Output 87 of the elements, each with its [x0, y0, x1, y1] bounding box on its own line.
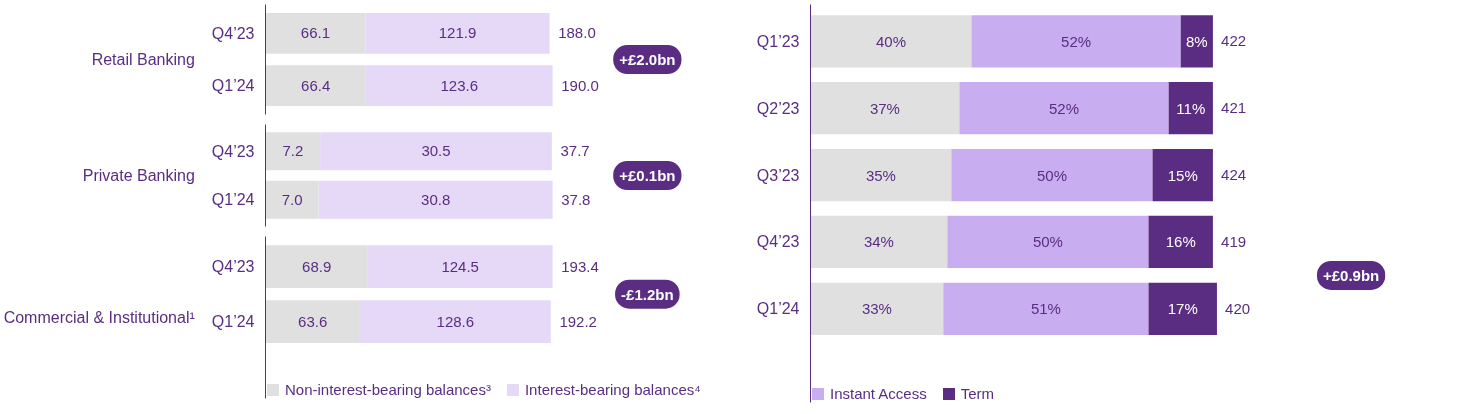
y-tick-label: Q4’23: [211, 24, 255, 42]
text: 420: [1225, 299, 1251, 317]
data-label: 52%: [1049, 99, 1080, 117]
bar: [320, 132, 552, 171]
bar: [810, 282, 944, 335]
bar: [810, 82, 960, 135]
legend-label: Instant Access: [830, 385, 927, 402]
total-label: 37.7: [560, 142, 590, 160]
y-axis-title: Retail Banking: [91, 51, 195, 68]
bar: [943, 282, 1149, 335]
data-label: 66.4: [301, 76, 331, 94]
total-label: 192.2: [559, 312, 597, 330]
data-label: 17%: [1167, 300, 1198, 318]
data-label: 66.1: [300, 24, 331, 42]
data-label: 34%: [863, 233, 894, 251]
bar: [265, 132, 321, 171]
bar: [265, 65, 366, 107]
data-label: 68.9: [302, 257, 332, 275]
y-tick-label: Q1’24: [211, 191, 255, 209]
data-label: 16%: [1165, 233, 1196, 251]
bar: [971, 15, 1181, 68]
data-label: 30.5: [421, 142, 451, 160]
y-tick-label: Q4’23: [211, 142, 255, 160]
legend-label: Non-interest-bearing balances³: [285, 381, 491, 398]
data-label: 30.8: [421, 190, 451, 208]
bar: [365, 12, 550, 54]
data-label: 50%: [1036, 166, 1067, 184]
data-label: 37%: [869, 99, 900, 117]
bar: [1152, 148, 1213, 202]
bar: [1180, 15, 1213, 68]
bar: [265, 245, 368, 289]
bar: [1168, 82, 1213, 135]
y-axis-title: Private Banking: [82, 167, 195, 184]
y-tick-label: Q4’23: [211, 258, 255, 276]
data-label: 40%: [875, 32, 907, 50]
bar: [1148, 215, 1213, 269]
data-label: 121.9: [438, 24, 477, 42]
total-label: 37.8: [561, 190, 591, 208]
data-label: 7.0: [281, 190, 303, 208]
bar: [365, 65, 553, 107]
bar: [947, 215, 1149, 269]
bar: [367, 245, 553, 289]
text: 424: [1221, 166, 1247, 184]
data-label: 63.6: [298, 312, 328, 330]
text: 421: [1221, 99, 1247, 117]
y-tick-label: Q1’23: [756, 32, 800, 50]
data-label: 15%: [1167, 166, 1198, 184]
bar: [265, 12, 366, 54]
bar: [265, 180, 319, 219]
bar: [1148, 282, 1217, 335]
text: 419: [1221, 232, 1247, 250]
total-label: 193.4: [561, 257, 599, 275]
data-label: 8%: [1185, 32, 1208, 50]
bar: [810, 215, 948, 269]
bar: [265, 300, 360, 344]
legend-label: Term: [960, 385, 995, 402]
y-tick-label: Q3’23: [756, 166, 800, 184]
total-label: 188.0: [558, 24, 596, 42]
data-label: 123.6: [440, 76, 478, 94]
y-axis-title: Commercial & Institutional¹: [3, 309, 195, 326]
data-label: 51%: [1030, 300, 1061, 318]
y-tick-label: Q2’23: [756, 99, 800, 117]
data-label: 7.2: [282, 142, 304, 160]
legend-label: Interest-bearing balances⁴: [524, 381, 701, 398]
bar: [951, 148, 1153, 202]
data-label: 124.5: [441, 257, 479, 275]
text: 422: [1221, 32, 1247, 50]
text: +£2.0bn: [619, 51, 676, 68]
bar: [810, 148, 952, 202]
text: +£0.9bn: [1322, 266, 1380, 284]
data-label: 35%: [865, 166, 896, 184]
data-label: 33%: [861, 300, 892, 318]
data-label: 50%: [1032, 233, 1063, 251]
text: -£1.2bn: [621, 285, 674, 303]
y-tick-label: Q4’23: [756, 233, 800, 251]
y-tick-label: Q1’24: [211, 313, 255, 331]
y-tick-label: Q1’24: [756, 300, 800, 318]
bar: [959, 82, 1169, 135]
data-label: 11%: [1176, 99, 1206, 117]
bar: [359, 300, 551, 344]
text: +£0.1bn: [619, 167, 676, 184]
total-label: 190.0: [561, 76, 599, 94]
data-label: 128.6: [436, 312, 475, 330]
data-label: 52%: [1061, 32, 1092, 50]
bar: [318, 180, 553, 219]
bar: [810, 15, 972, 68]
y-tick-label: Q1’24: [211, 77, 255, 95]
